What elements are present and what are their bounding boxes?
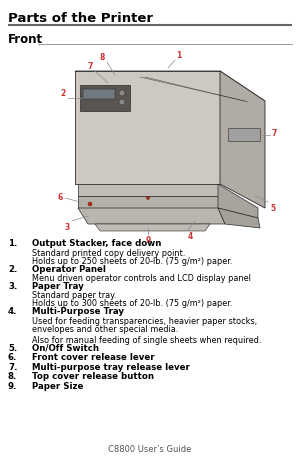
- Text: Also for manual feeding of single sheets when required.: Also for manual feeding of single sheets…: [32, 335, 261, 344]
- Text: Standard printed copy delivery point.: Standard printed copy delivery point.: [32, 248, 185, 257]
- Text: On/Off Switch: On/Off Switch: [32, 343, 99, 352]
- Text: 1: 1: [176, 51, 181, 60]
- Text: Used for feeding transparencies, heavier paper stocks,: Used for feeding transparencies, heavier…: [32, 316, 257, 325]
- Text: Menu driven operator controls and LCD display panel: Menu driven operator controls and LCD di…: [32, 274, 251, 282]
- Text: Holds up to 250 sheets of 20-lb. (75 g/m²) paper.: Holds up to 250 sheets of 20-lb. (75 g/m…: [32, 256, 232, 265]
- Text: 3.: 3.: [8, 282, 17, 290]
- Text: Paper Tray: Paper Tray: [32, 282, 84, 290]
- Text: Output Stacker, face down: Output Stacker, face down: [32, 238, 161, 247]
- Polygon shape: [83, 90, 115, 100]
- Polygon shape: [95, 225, 210, 232]
- Polygon shape: [75, 72, 265, 102]
- Text: 9.: 9.: [8, 381, 17, 390]
- Text: 6: 6: [58, 193, 63, 202]
- Polygon shape: [130, 74, 248, 100]
- Polygon shape: [78, 197, 218, 208]
- Text: Parts of the Printer: Parts of the Printer: [8, 12, 153, 25]
- Text: Multi-purpose tray release lever: Multi-purpose tray release lever: [32, 362, 190, 371]
- Circle shape: [88, 203, 92, 206]
- Text: 2: 2: [61, 89, 66, 98]
- Text: 3: 3: [65, 223, 70, 232]
- Text: Standard paper tray.: Standard paper tray.: [32, 291, 116, 300]
- Text: 9: 9: [146, 236, 151, 244]
- Text: envelopes and other special media.: envelopes and other special media.: [32, 324, 178, 333]
- Circle shape: [119, 100, 125, 106]
- Text: 4: 4: [188, 232, 193, 240]
- Polygon shape: [228, 129, 260, 142]
- Text: 8.: 8.: [8, 372, 17, 381]
- Text: 1.: 1.: [8, 238, 17, 247]
- Text: Multi-Purpose Tray: Multi-Purpose Tray: [32, 307, 124, 316]
- Text: 7: 7: [88, 62, 93, 71]
- Text: 4.: 4.: [8, 307, 17, 316]
- Text: C8800 User’s Guide: C8800 User’s Guide: [108, 444, 192, 453]
- Polygon shape: [78, 208, 225, 225]
- Text: Operator Panel: Operator Panel: [32, 264, 106, 273]
- Polygon shape: [218, 208, 260, 229]
- Polygon shape: [80, 86, 130, 112]
- Polygon shape: [220, 72, 265, 208]
- Text: 7: 7: [272, 129, 278, 138]
- Text: Front cover release lever: Front cover release lever: [32, 353, 154, 362]
- Circle shape: [146, 197, 149, 200]
- Text: 7.: 7.: [8, 362, 17, 371]
- Circle shape: [119, 91, 125, 97]
- Text: Front: Front: [8, 33, 43, 46]
- Text: 6.: 6.: [8, 353, 17, 362]
- Polygon shape: [75, 72, 220, 185]
- Polygon shape: [78, 185, 218, 197]
- Text: 2.: 2.: [8, 264, 17, 273]
- Text: Holds up to 300 sheets of 20-lb. (75 g/m²) paper.: Holds up to 300 sheets of 20-lb. (75 g/m…: [32, 299, 232, 308]
- Text: 8: 8: [100, 53, 105, 62]
- Text: Top cover release button: Top cover release button: [32, 372, 154, 381]
- Polygon shape: [218, 185, 258, 219]
- Text: 5: 5: [270, 204, 275, 213]
- Text: 5.: 5.: [8, 343, 17, 352]
- Text: Paper Size: Paper Size: [32, 381, 83, 390]
